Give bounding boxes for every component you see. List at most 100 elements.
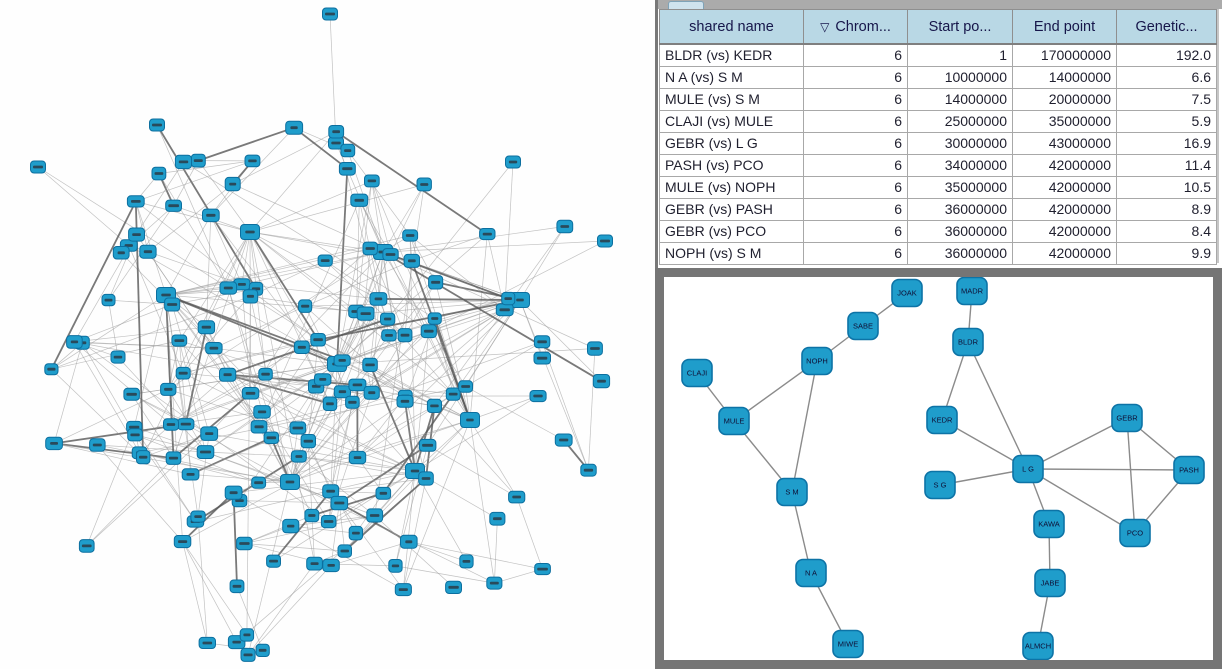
network-node[interactable] bbox=[253, 405, 271, 419]
cell-value[interactable]: 9.9 bbox=[1116, 242, 1217, 265]
network-node[interactable] bbox=[337, 544, 352, 558]
network-node[interactable] bbox=[244, 154, 261, 168]
network-node[interactable] bbox=[394, 583, 412, 597]
network-node[interactable] bbox=[403, 253, 421, 268]
network-node[interactable] bbox=[298, 299, 313, 313]
main-network-view[interactable] bbox=[0, 0, 655, 669]
node-pco[interactable]: PCO bbox=[1119, 518, 1151, 548]
panel-tab[interactable] bbox=[668, 1, 704, 9]
network-node[interactable] bbox=[330, 495, 349, 511]
node-jabe[interactable]: JABE bbox=[1034, 568, 1066, 598]
network-node[interactable] bbox=[239, 628, 255, 642]
node-shape[interactable] bbox=[1033, 509, 1065, 539]
node-shape[interactable] bbox=[832, 629, 864, 659]
network-node[interactable] bbox=[128, 227, 146, 242]
network-node[interactable] bbox=[289, 421, 307, 435]
cell-value[interactable]: 5.9 bbox=[1116, 110, 1217, 133]
network-node[interactable] bbox=[66, 335, 83, 349]
network-node[interactable] bbox=[388, 559, 403, 573]
cell-value[interactable]: 6 bbox=[803, 132, 908, 155]
network-node[interactable] bbox=[587, 341, 603, 356]
cell-value[interactable]: 43000000 bbox=[1012, 132, 1117, 155]
network-node[interactable] bbox=[224, 485, 243, 500]
network-node[interactable] bbox=[369, 292, 388, 306]
network-node[interactable] bbox=[240, 224, 260, 240]
network-node[interactable] bbox=[533, 351, 551, 365]
network-node[interactable] bbox=[445, 580, 463, 595]
node-shape[interactable] bbox=[776, 477, 808, 507]
network-node[interactable] bbox=[333, 354, 351, 367]
network-node[interactable] bbox=[364, 174, 380, 188]
cell-shared-name[interactable]: BLDR (vs) KEDR bbox=[659, 43, 804, 67]
network-node[interactable] bbox=[310, 333, 326, 347]
network-node[interactable] bbox=[163, 418, 179, 431]
network-node[interactable] bbox=[263, 431, 280, 445]
table-row[interactable]: NOPH (vs) S M 6 36000000 42000000 9.9 bbox=[659, 242, 1217, 265]
cell-shared-name[interactable]: PASH (vs) PCO bbox=[659, 154, 804, 177]
node-joak[interactable]: JOAK bbox=[891, 278, 923, 308]
cell-shared-name[interactable]: NOPH (vs) S M bbox=[659, 242, 804, 265]
cell-value[interactable]: 6 bbox=[803, 198, 908, 221]
cell-value[interactable]: 1 bbox=[907, 43, 1013, 67]
network-node[interactable] bbox=[205, 342, 223, 355]
node-shape[interactable] bbox=[1111, 403, 1143, 433]
network-node[interactable] bbox=[363, 385, 380, 400]
network-node[interactable] bbox=[175, 366, 191, 380]
node-bldr[interactable]: BLDR bbox=[952, 327, 984, 357]
column-header-end-point[interactable]: End point bbox=[1012, 9, 1117, 45]
network-node[interactable] bbox=[489, 511, 506, 526]
network-node[interactable] bbox=[486, 576, 503, 590]
network-node[interactable] bbox=[200, 426, 219, 441]
network-node[interactable] bbox=[190, 510, 206, 523]
node-shape[interactable] bbox=[795, 558, 827, 588]
network-node[interactable] bbox=[554, 433, 573, 447]
cell-value[interactable]: 36000000 bbox=[907, 220, 1013, 243]
network-node[interactable] bbox=[322, 396, 338, 411]
network-node[interactable] bbox=[236, 536, 253, 551]
node-noph[interactable]: NOPH bbox=[801, 346, 833, 376]
cell-value[interactable]: 11.4 bbox=[1116, 154, 1217, 177]
network-node[interactable] bbox=[348, 450, 367, 465]
network-node[interactable] bbox=[460, 412, 480, 428]
cell-shared-name[interactable]: CLAJI (vs) MULE bbox=[659, 110, 804, 133]
network-node[interactable] bbox=[322, 558, 340, 573]
network-node[interactable] bbox=[196, 445, 215, 460]
cell-value[interactable]: 10000000 bbox=[907, 66, 1013, 89]
network-node[interactable] bbox=[280, 474, 300, 490]
network-node[interactable] bbox=[348, 378, 367, 392]
cell-value[interactable]: 36000000 bbox=[907, 198, 1013, 221]
node-shape[interactable] bbox=[891, 278, 923, 308]
cell-value[interactable]: 42000000 bbox=[1012, 198, 1117, 221]
network-node[interactable] bbox=[89, 438, 106, 452]
network-node[interactable] bbox=[123, 387, 140, 401]
network-node[interactable] bbox=[580, 463, 597, 477]
dense-network-canvas[interactable] bbox=[0, 0, 655, 669]
network-node[interactable] bbox=[396, 394, 414, 408]
node-shape[interactable] bbox=[924, 470, 956, 500]
network-node[interactable] bbox=[44, 363, 59, 376]
network-node[interactable] bbox=[45, 436, 63, 451]
column-header-shared-name[interactable]: shared name bbox=[659, 9, 804, 45]
network-node[interactable] bbox=[229, 579, 245, 594]
cell-shared-name[interactable]: MULE (vs) NOPH bbox=[659, 176, 804, 199]
cell-value[interactable]: 6 bbox=[803, 88, 908, 111]
cell-value[interactable]: 8.4 bbox=[1116, 220, 1217, 243]
node-claji[interactable]: CLAJI bbox=[681, 358, 713, 388]
node-mule[interactable]: MULE bbox=[718, 406, 750, 436]
network-node[interactable] bbox=[258, 367, 273, 381]
network-node[interactable] bbox=[314, 373, 332, 386]
network-node[interactable] bbox=[479, 228, 496, 241]
network-node[interactable] bbox=[397, 328, 413, 343]
network-node[interactable] bbox=[592, 374, 611, 389]
network-node[interactable] bbox=[428, 275, 444, 290]
network-node[interactable] bbox=[136, 450, 151, 465]
network-node[interactable] bbox=[427, 312, 442, 325]
network-node[interactable] bbox=[285, 120, 304, 135]
node-shape[interactable] bbox=[718, 406, 750, 436]
table-row[interactable]: GEBR (vs) PCO 6 36000000 42000000 8.4 bbox=[659, 220, 1217, 243]
network-node[interactable] bbox=[149, 118, 165, 132]
network-node[interactable] bbox=[224, 176, 241, 192]
cell-value[interactable]: 14000000 bbox=[1012, 66, 1117, 89]
network-node[interactable] bbox=[458, 380, 474, 393]
node-s-g[interactable]: S G bbox=[924, 470, 956, 500]
